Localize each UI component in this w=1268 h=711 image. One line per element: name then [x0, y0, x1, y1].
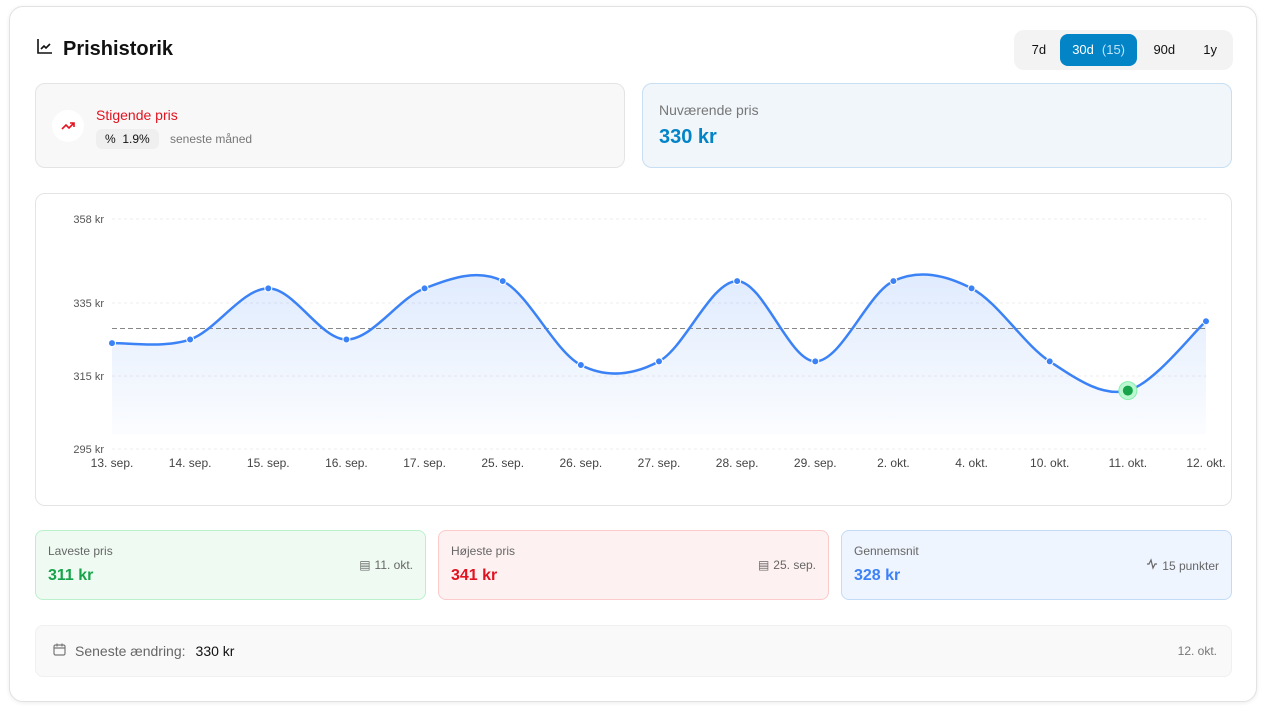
highest-price-label: Højeste pris [451, 544, 516, 558]
x-tick-label: 26. sep. [560, 456, 603, 470]
data-point [655, 357, 663, 366]
trend-label: Stigende pris [96, 107, 178, 123]
calendar-icon [52, 642, 67, 660]
data-point [576, 361, 585, 370]
data-point-count: 15 punkter [1162, 558, 1219, 573]
data-point [967, 284, 976, 293]
range-90d[interactable]: 90d [1153, 42, 1176, 57]
percent-icon: % [105, 132, 123, 146]
trend-percent-badge: % 1.9% [96, 129, 159, 149]
area-fill [112, 274, 1206, 434]
y-tick-label: 315 kr [73, 371, 104, 383]
x-tick-label: 10. okt. [1030, 456, 1069, 470]
current-price-label: Nuværende pris [659, 102, 759, 118]
data-point [498, 277, 507, 286]
data-point [108, 339, 116, 348]
x-tick-label: 2. okt. [877, 456, 910, 470]
last-change-date: 12. okt. [1177, 644, 1217, 658]
data-point [186, 335, 195, 344]
activity-icon [1146, 558, 1158, 573]
lowest-price-value: 311 kr [48, 567, 94, 584]
title-text: Prishistorik [63, 37, 174, 60]
x-tick-label: 15. sep. [247, 456, 290, 470]
x-tick-label: 29. sep. [794, 456, 837, 470]
current-price-panel: Nuværende pris 330 kr [642, 83, 1232, 168]
range-count: (15) [1101, 42, 1126, 57]
page-title: Prishistorik [36, 37, 173, 61]
x-tick-label: 27. sep. [638, 456, 681, 470]
trend-percent: 1.9% [122, 132, 150, 146]
current-price-value: 330 kr [659, 126, 717, 148]
highest-price-date: 25. sep. [773, 558, 816, 572]
range-30d[interactable]: 30d (15) [1059, 34, 1138, 66]
calendar-icon: ▤ [757, 558, 770, 572]
average-price-card: Gennemsnit 328 kr 15 punkter [841, 530, 1232, 600]
x-tick-label: 16. sep. [325, 456, 368, 470]
highest-price-value: 341 kr [451, 567, 498, 584]
data-point [811, 357, 820, 366]
range-label: 30d [1072, 42, 1094, 57]
lowest-price-label: Laveste pris [48, 544, 113, 558]
range-1y[interactable]: 1y [1203, 42, 1217, 57]
lowest-price-card: Laveste pris 311 kr ▤ 11. okt. [35, 530, 426, 600]
x-tick-label: 13. sep. [91, 456, 134, 470]
x-tick-label: 28. sep. [716, 456, 759, 470]
line-chart-icon [36, 37, 54, 61]
price-chart: 358 kr 335 kr 315 kr 295 kr 13. sep. 14. sep.… [35, 193, 1232, 506]
data-point [420, 284, 429, 293]
range-7d[interactable]: 7d [1031, 42, 1047, 57]
data-point [889, 277, 898, 286]
highest-price-card: Højeste pris 341 kr ▤ 25. sep. [438, 530, 829, 600]
trending-up-icon [52, 110, 84, 142]
range-selector: 7d 30d (15) 90d 1y [1014, 30, 1233, 70]
x-tick-label: 17. sep. [403, 456, 446, 470]
price-history-card: Prishistorik 7d 30d (15) 90d 1y Stigende … [9, 6, 1257, 702]
data-point [1045, 357, 1054, 366]
data-point [733, 277, 742, 286]
last-change-bar: Seneste ændring: 330 kr 12. okt. [35, 625, 1232, 677]
data-point [342, 335, 351, 344]
trend-period: seneste måned [170, 132, 253, 146]
price-line [111, 273, 1207, 394]
y-tick-label: 358 kr [73, 214, 104, 226]
data-point [264, 284, 273, 293]
last-change-label: Seneste ændring: [75, 643, 186, 659]
data-point [1202, 317, 1210, 326]
last-change-value: 330 kr [195, 643, 235, 659]
y-tick-label: 295 kr [73, 444, 104, 456]
lowest-price-date: 11. okt. [374, 558, 413, 572]
x-tick-label: 25. sep. [481, 456, 524, 470]
y-tick-label: 335 kr [73, 298, 104, 310]
x-tick-label: 4. okt. [955, 456, 988, 470]
calendar-icon: ▤ [359, 558, 371, 572]
trend-panel: Stigende pris % 1.9% seneste måned [35, 83, 625, 168]
x-tick-label: 11. okt. [1109, 456, 1147, 470]
x-tick-label: 12. okt. [1186, 456, 1225, 470]
average-price-value: 328 kr [854, 567, 901, 584]
average-price-label: Gennemsnit [854, 544, 919, 558]
x-tick-label: 14. sep. [169, 456, 212, 470]
lowest-point [1122, 385, 1133, 396]
